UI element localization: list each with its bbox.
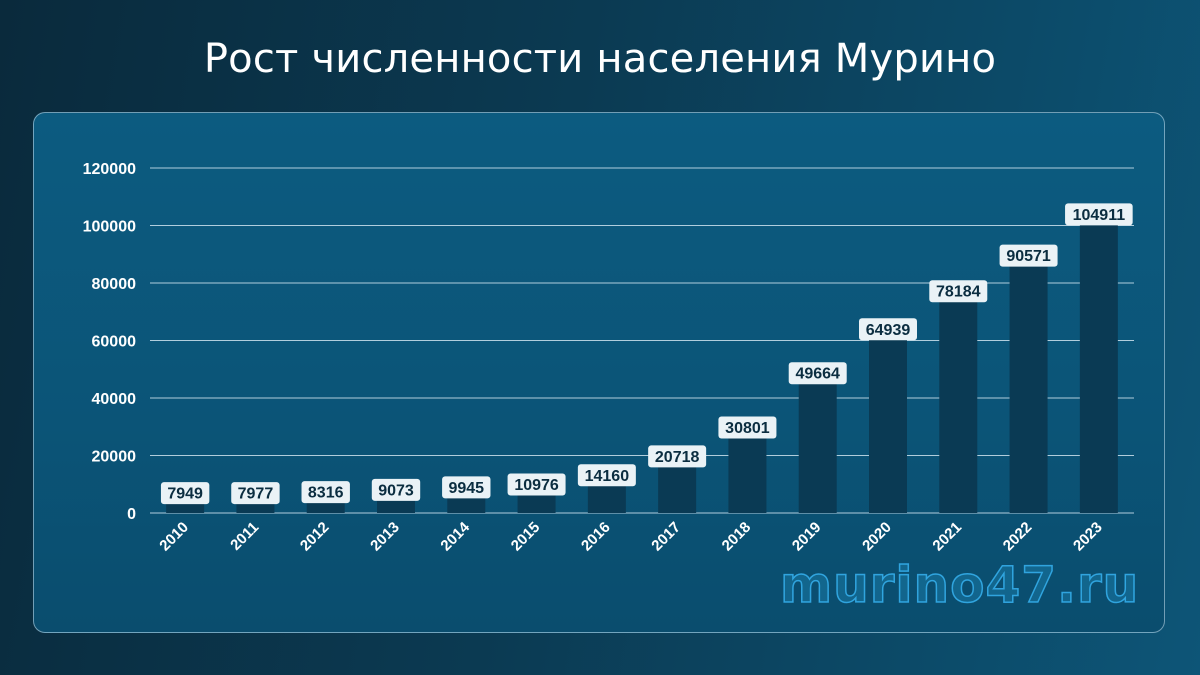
- bar: [1079, 211, 1118, 514]
- y-tick-label: 60000: [92, 334, 137, 351]
- y-tick-label: 100000: [83, 219, 136, 236]
- data-label-box: [859, 318, 917, 341]
- data-label-box: [371, 478, 421, 501]
- x-tick-label: 2014: [437, 518, 473, 554]
- bar: [869, 326, 907, 513]
- bar: [1009, 252, 1048, 513]
- data-label-box: [231, 482, 280, 505]
- x-tick-label: 2016: [578, 519, 614, 555]
- x-tick-label: 2012: [297, 519, 333, 555]
- data-label: 8316: [308, 485, 344, 502]
- bar: [939, 288, 978, 513]
- data-label-box: [648, 445, 707, 468]
- data-label: 78184: [936, 284, 981, 301]
- x-tick-label: 2020: [859, 519, 895, 555]
- y-tick-label: 80000: [92, 276, 137, 293]
- data-label-box: [1065, 203, 1133, 226]
- x-tick-label: 2015: [508, 519, 544, 555]
- x-tick-label: 2017: [648, 519, 684, 555]
- bar: [728, 424, 767, 513]
- data-label: 9073: [378, 482, 414, 499]
- data-label: 104911: [1073, 207, 1126, 224]
- x-tick-label: 2013: [367, 519, 403, 555]
- data-label-box: [301, 481, 350, 504]
- x-tick-label: 2019: [789, 519, 825, 555]
- x-tick-label: 2018: [719, 519, 755, 555]
- data-label: 7949: [167, 486, 203, 503]
- data-label: 64939: [866, 322, 911, 339]
- data-label: 49664: [795, 366, 840, 383]
- data-label: 9945: [448, 480, 484, 497]
- x-tick-label: 2022: [1000, 519, 1036, 555]
- data-label-box: [442, 476, 491, 499]
- x-tick-label: 2010: [156, 519, 192, 555]
- data-label-box: [929, 280, 988, 303]
- data-label: 10976: [514, 477, 559, 494]
- watermark: murino47.ru: [779, 555, 1140, 615]
- data-label-box: [577, 464, 636, 487]
- y-tick-label: 120000: [83, 161, 136, 178]
- x-tick-label: 2021: [929, 519, 965, 555]
- data-label: 20718: [655, 449, 700, 466]
- data-label-box: [788, 362, 847, 385]
- data-label: 90571: [1006, 248, 1051, 265]
- data-label-box: [507, 473, 566, 496]
- y-tick-label: 40000: [92, 391, 137, 408]
- page-title: Рост численности населения Мурино: [203, 36, 997, 82]
- data-label: 7977: [238, 486, 274, 503]
- bar: [798, 370, 837, 513]
- data-label-box: [999, 244, 1058, 267]
- data-label-box: [718, 416, 777, 439]
- x-tick-label: 2023: [1070, 519, 1106, 555]
- data-label: 30801: [725, 420, 770, 437]
- y-tick-label: 0: [127, 506, 136, 523]
- data-label-box: [160, 482, 210, 505]
- y-tick-label: 20000: [92, 449, 137, 466]
- x-tick-label: 2011: [227, 519, 262, 554]
- data-label: 14160: [585, 468, 630, 485]
